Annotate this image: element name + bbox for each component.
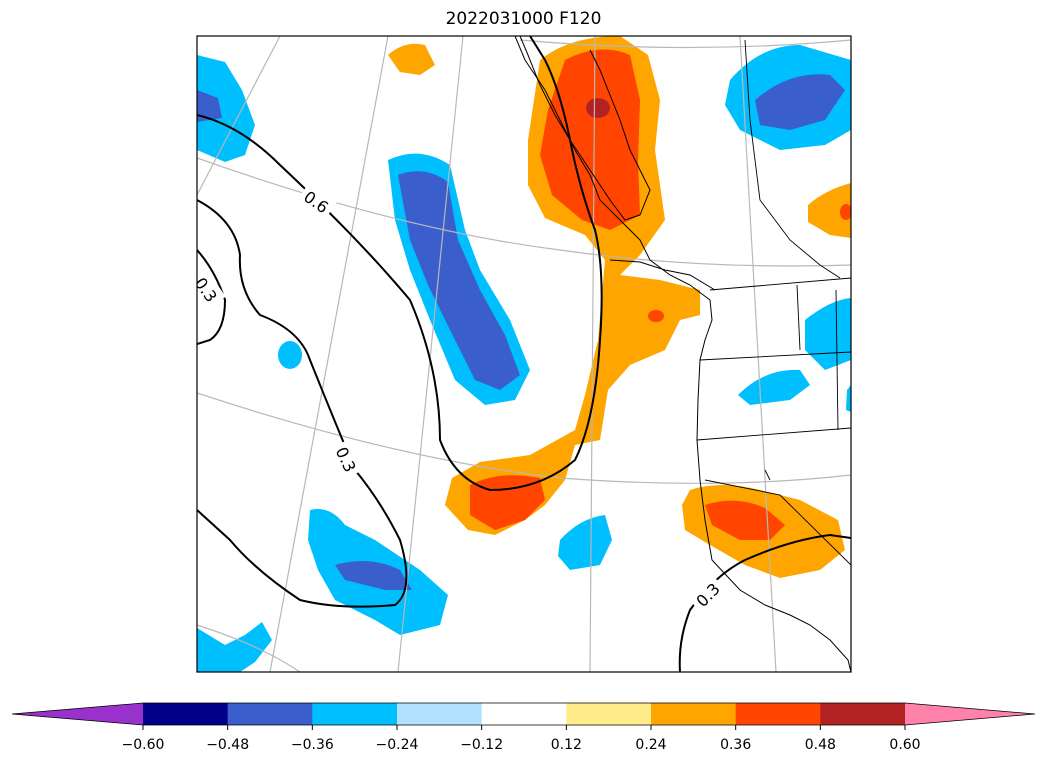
positive-anomaly-region <box>808 183 851 238</box>
colorbar-bin <box>651 703 737 725</box>
map-gridlines <box>197 36 851 672</box>
map-title: 2022031000 F120 <box>445 9 602 29</box>
contour-0.3-inner <box>197 249 227 345</box>
colorbar-tick-label: 0.12 <box>551 737 582 753</box>
negative-anomaly-region <box>846 385 851 412</box>
colorbar-tick-label: 0.60 <box>889 737 920 753</box>
contour-labels: 0.6 0.3 0.3 0.3 <box>197 182 727 614</box>
negative-anomaly-region <box>805 298 851 370</box>
colorbar-outline <box>11 702 1036 726</box>
positive-anomaly-region <box>388 43 435 75</box>
colorbar-tick-label: −0.24 <box>376 737 419 753</box>
positive-anomaly-peak <box>586 98 610 118</box>
positive-anomaly-core <box>648 310 664 322</box>
colorbar-bin <box>820 703 906 725</box>
colorbar-bin <box>227 703 313 725</box>
negative-anomaly-core <box>335 561 412 590</box>
negative-anomaly-region <box>278 341 302 369</box>
colorbar-tick-label: −0.12 <box>460 737 503 753</box>
colorbar-extend-high <box>905 703 1035 725</box>
colorbar-bin <box>735 703 821 725</box>
colorbar-bin <box>397 703 483 725</box>
colorbar-tick-label: −0.60 <box>122 737 165 753</box>
contour-0.3-right <box>678 533 851 672</box>
colorbar-bin <box>566 703 652 725</box>
negative-anomaly-region <box>558 515 612 570</box>
positive-anomaly-core <box>705 500 785 540</box>
coastline <box>514 36 851 672</box>
colorbar-bin <box>481 703 567 725</box>
positive-anomaly-core <box>540 49 640 230</box>
colorbar-tick-label: 0.24 <box>635 737 666 753</box>
contour-0.6 <box>197 36 603 492</box>
colorbar-tick-label: 0.48 <box>805 737 836 753</box>
negative-anomaly-region <box>738 369 810 405</box>
negative-anomaly-core <box>197 90 222 122</box>
colorbar-bin <box>143 703 229 725</box>
map-panel: 0.6 0.3 0.3 0.3 <box>196 35 852 673</box>
negative-anomaly-core <box>755 74 845 130</box>
colorbar-tick-label: −0.48 <box>206 737 249 753</box>
colorbar-tick-label: 0.36 <box>720 737 751 753</box>
colorbar-bin <box>312 703 398 725</box>
filled-contours <box>197 36 851 672</box>
negative-anomaly-region <box>197 55 255 162</box>
positive-anomaly-core <box>840 204 851 220</box>
negative-anomaly-region <box>197 622 272 672</box>
map-frame <box>196 35 852 673</box>
colorbar-extend-low <box>12 703 143 725</box>
colorbar-tick-label: −0.36 <box>291 737 334 753</box>
state-borders <box>696 39 851 566</box>
